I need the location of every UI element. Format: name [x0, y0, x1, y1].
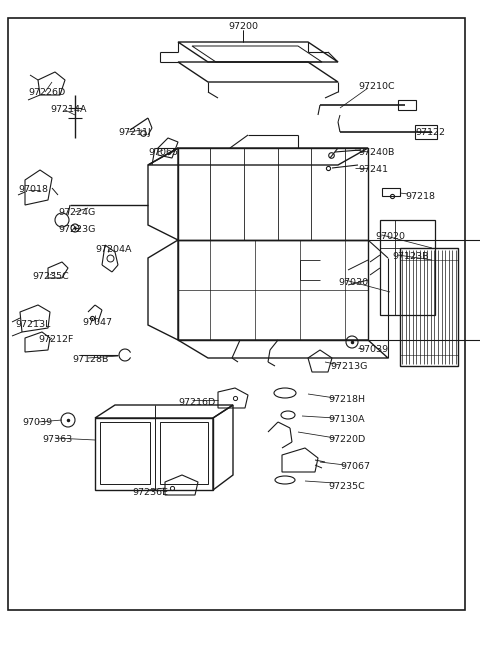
Bar	[382, 188, 400, 196]
Bar	[100, 422, 150, 484]
Text: 97128B: 97128B	[72, 355, 108, 364]
Text: 97240B: 97240B	[358, 148, 395, 157]
Text: 97067: 97067	[340, 462, 370, 471]
Text: 97210C: 97210C	[358, 82, 395, 91]
Text: 97039: 97039	[22, 418, 52, 427]
Text: 97223G: 97223G	[58, 225, 96, 234]
Text: 97218: 97218	[405, 192, 435, 201]
Text: 97211J: 97211J	[118, 128, 151, 137]
Bar	[95, 418, 213, 490]
Text: 97235C: 97235C	[328, 482, 365, 491]
Text: 97216D: 97216D	[178, 398, 215, 407]
Text: 97065: 97065	[148, 148, 178, 157]
Text: 97236E: 97236E	[132, 488, 168, 497]
Text: 97218H: 97218H	[328, 395, 365, 404]
Bar	[398, 100, 416, 110]
Text: 97039: 97039	[358, 345, 388, 354]
Bar	[400, 248, 458, 366]
Text: 97018: 97018	[18, 185, 48, 194]
Text: 97213G: 97213G	[330, 362, 367, 371]
Text: 97122: 97122	[415, 128, 445, 137]
Text: 97226D: 97226D	[28, 88, 65, 97]
Bar	[178, 240, 368, 340]
Text: 97224G: 97224G	[58, 208, 95, 217]
Bar	[178, 240, 480, 340]
Text: 97123B: 97123B	[392, 252, 429, 261]
Text: 97220D: 97220D	[328, 435, 365, 444]
Text: 97020: 97020	[375, 232, 405, 241]
Text: 97030: 97030	[338, 278, 368, 287]
Text: 97200: 97200	[228, 22, 258, 31]
Text: 97213L: 97213L	[15, 320, 50, 329]
Bar	[380, 220, 435, 315]
Text: 97241: 97241	[358, 165, 388, 174]
Text: 97363: 97363	[42, 435, 72, 444]
Bar	[415, 125, 437, 139]
Text: 97235C: 97235C	[32, 272, 69, 281]
Text: 97214A: 97214A	[50, 105, 86, 114]
Text: 97130A: 97130A	[328, 415, 365, 424]
Text: 97204A: 97204A	[95, 245, 132, 254]
Text: 97047: 97047	[82, 318, 112, 327]
Text: 97212F: 97212F	[38, 335, 73, 344]
Bar	[160, 422, 208, 484]
